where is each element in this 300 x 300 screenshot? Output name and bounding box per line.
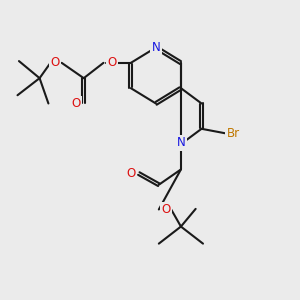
Text: O: O [51,56,60,69]
Text: O: O [162,203,171,216]
Text: N: N [152,41,160,54]
Text: Br: Br [227,127,240,140]
Text: N: N [176,136,185,149]
Text: O: O [108,56,117,69]
Text: O: O [126,167,135,180]
Text: O: O [72,97,81,110]
